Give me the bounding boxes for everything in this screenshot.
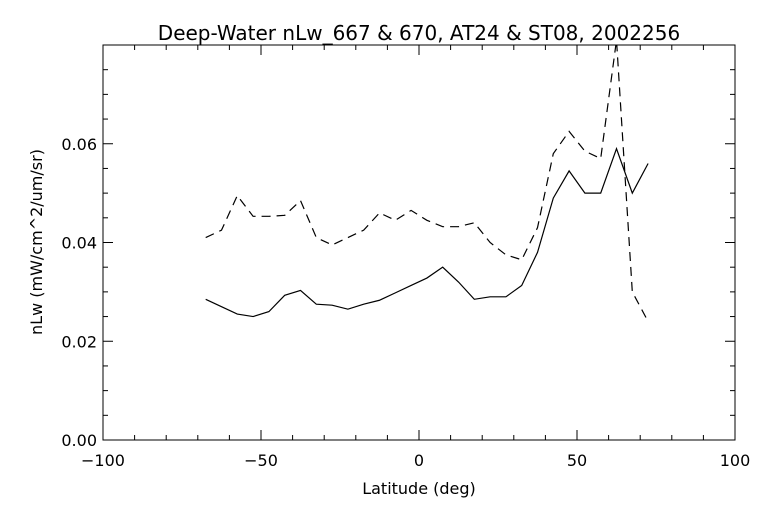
y-tick-label: 0.00 bbox=[61, 431, 97, 450]
series-dashed-line bbox=[205, 45, 649, 322]
chart-title: Deep-Water nLw_667 & 670, AT24 & ST08, 2… bbox=[158, 21, 680, 45]
y-tick-label: 0.04 bbox=[61, 234, 97, 253]
series-group bbox=[205, 45, 649, 322]
x-tick-label: 50 bbox=[567, 451, 587, 470]
plot-frame bbox=[102, 44, 736, 441]
axis-ticks bbox=[102, 44, 736, 441]
x-tick-label: 100 bbox=[720, 451, 751, 470]
x-tick-label: −50 bbox=[244, 451, 278, 470]
x-tick-labels: −100 −50 0 50 100 bbox=[81, 451, 750, 470]
x-tick-label: 0 bbox=[414, 451, 424, 470]
y-tick-label: 0.02 bbox=[61, 332, 97, 351]
y-tick-labels: 0.00 0.02 0.04 0.06 bbox=[61, 135, 97, 450]
x-tick-label: −100 bbox=[81, 451, 125, 470]
y-tick-label: 0.06 bbox=[61, 135, 97, 154]
series-solid-line bbox=[205, 146, 649, 318]
x-axis-label: Latitude (deg) bbox=[362, 479, 476, 498]
y-axis-label: nLw (mW/cm^2/um/sr) bbox=[27, 149, 46, 335]
